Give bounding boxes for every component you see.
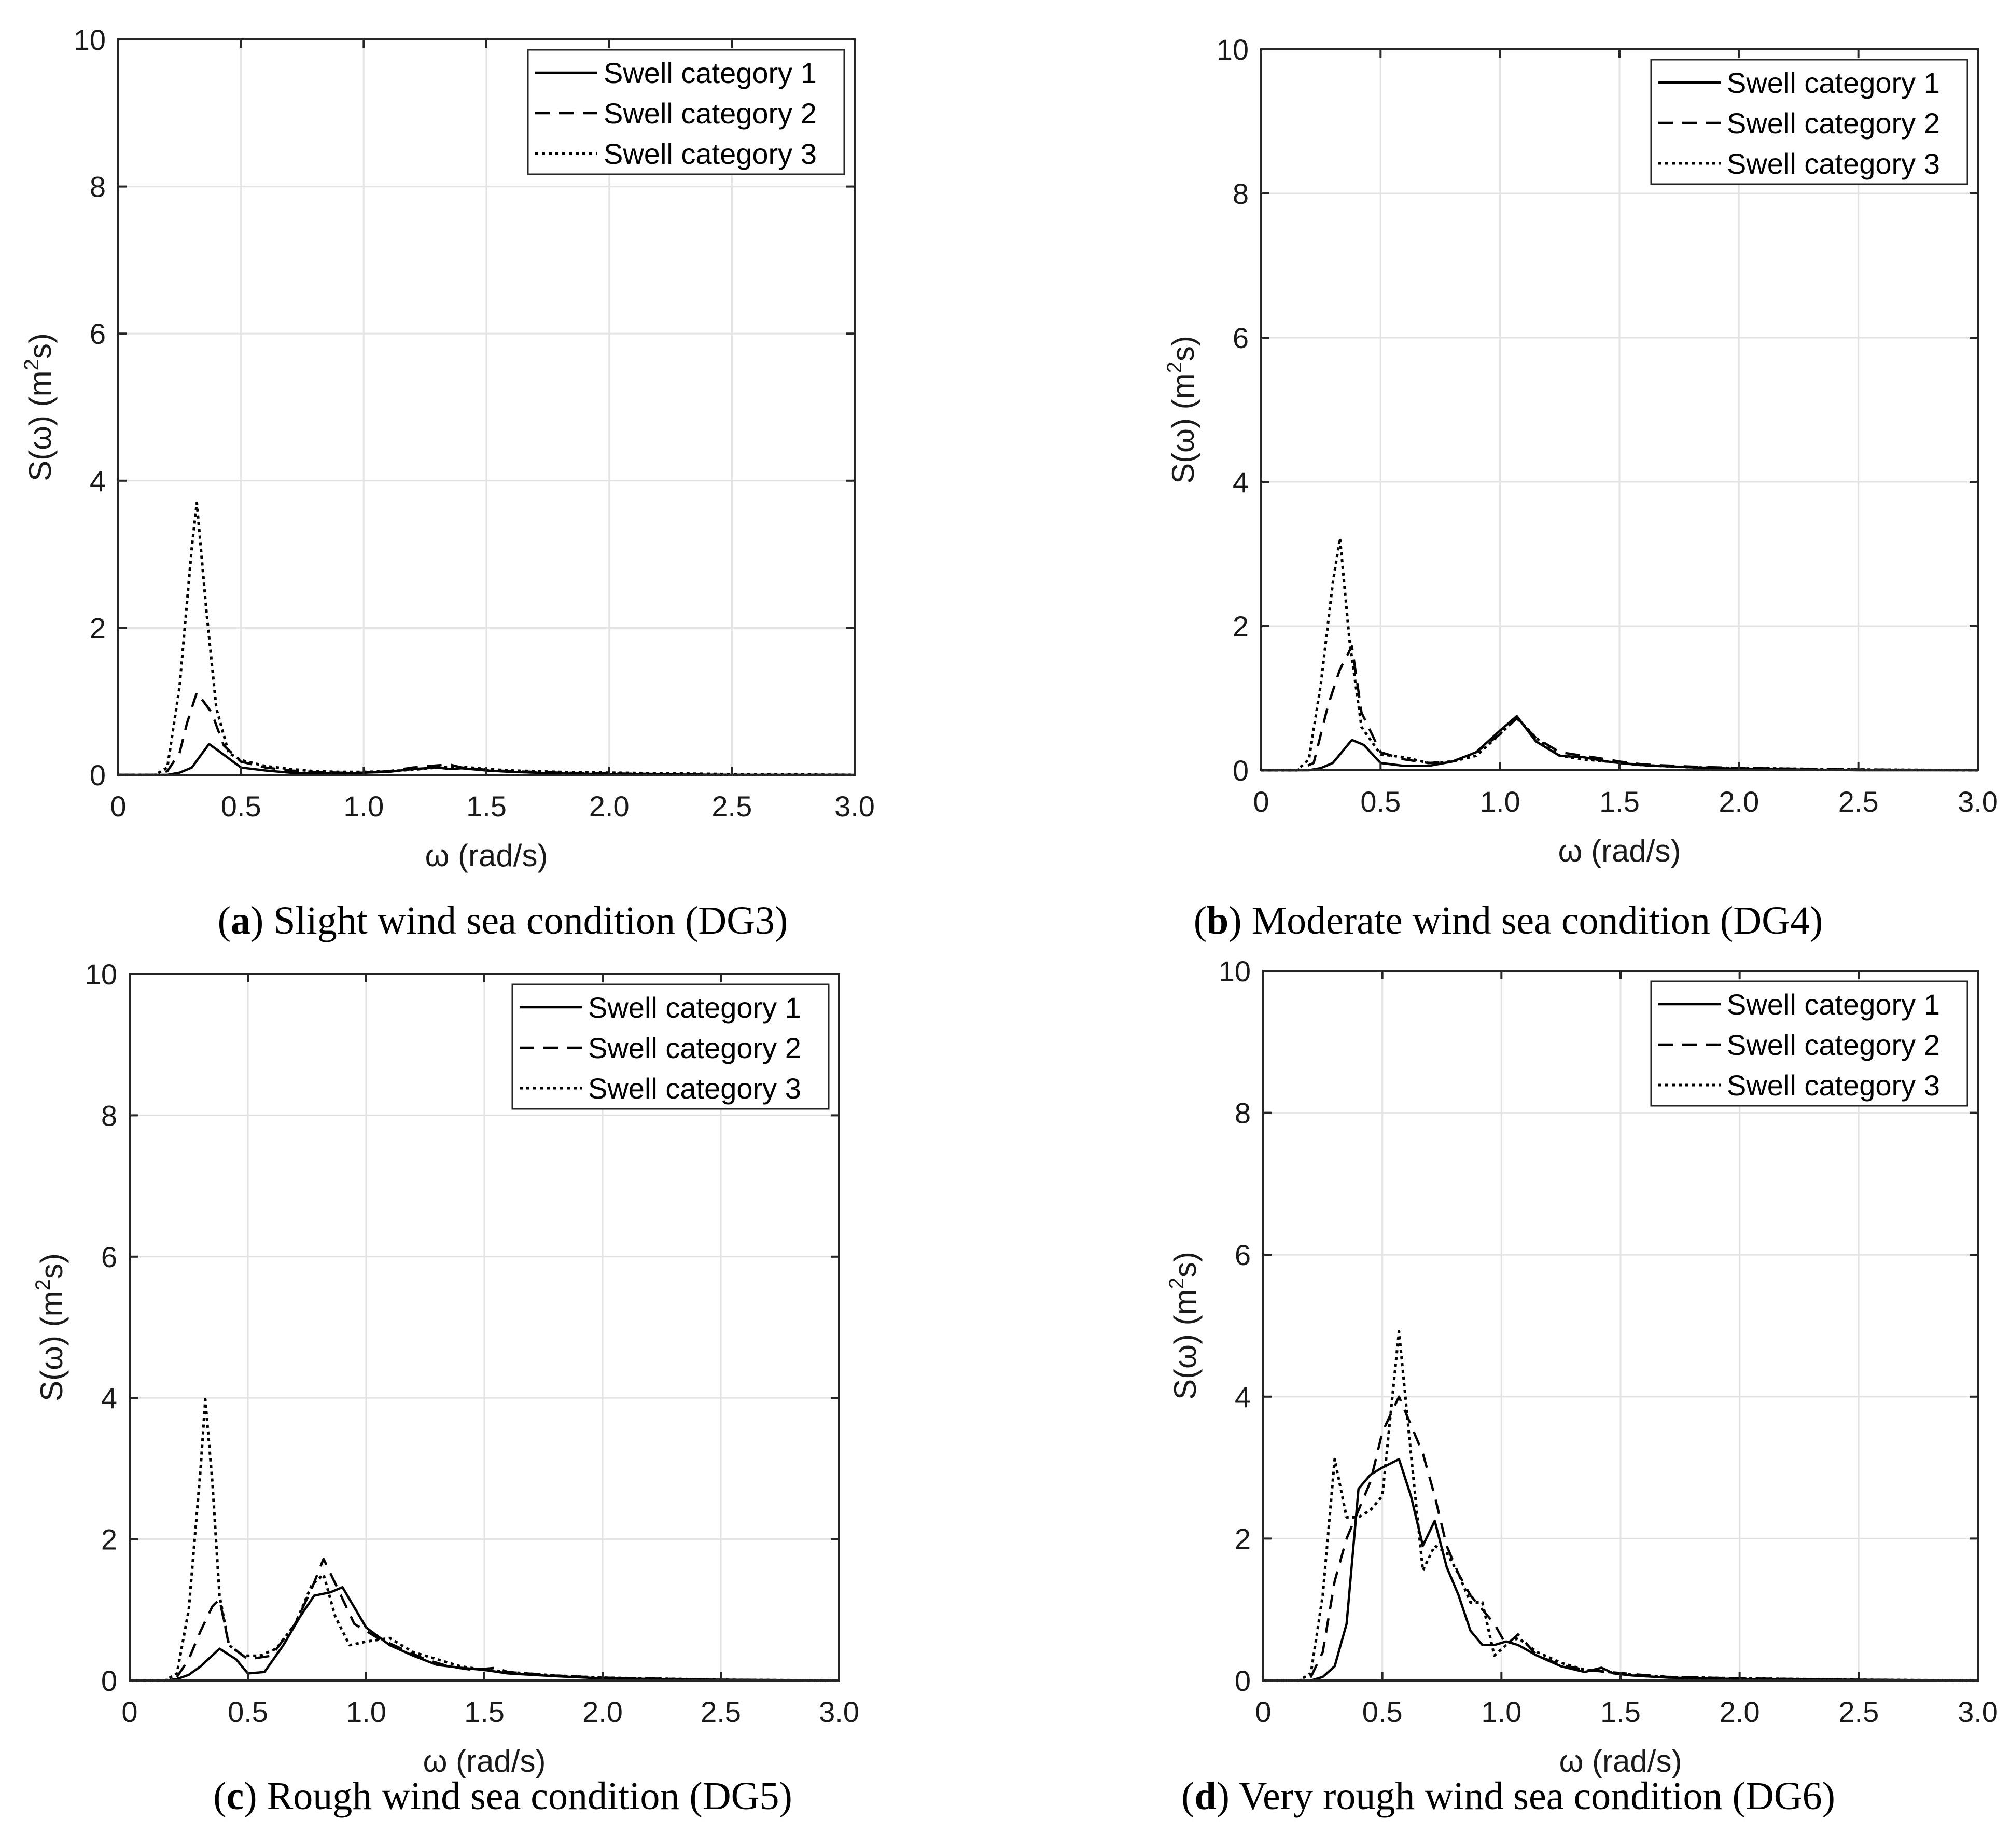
x-axis-label: ω (rad/s) — [1559, 1744, 1682, 1778]
x-tick-label: 2.5 — [1838, 785, 1879, 818]
x-tick-label: 1.0 — [1480, 785, 1520, 818]
x-tick-label: 0.5 — [1360, 785, 1401, 818]
x-tick-label: 1.5 — [466, 790, 507, 823]
x-tick-label: 2.0 — [1719, 785, 1759, 818]
series-line-3 — [1263, 1330, 1978, 1682]
y-tick-label: 8 — [1233, 177, 1249, 210]
panel-caption: (a) Slight wind sea condition (DG3) — [218, 899, 788, 942]
y-tick-label: 6 — [1233, 322, 1249, 354]
legend: Swell category 1 Swell category 2 Swell ca… — [511, 983, 830, 1110]
legend-label-3: Swell category 3 — [1727, 1069, 1940, 1102]
legend-box — [511, 983, 830, 1110]
x-tick-label: 3.0 — [1958, 785, 1998, 818]
x-tick-label: 1.0 — [346, 1696, 386, 1728]
legend-label-2: Swell category 2 — [1727, 107, 1940, 140]
x-tick-label: 2.0 — [589, 790, 630, 823]
chart-panel-b: 0 0.5 1.0 1.5 2.0 2.5 3.0 0 2 4 6 8 10 ω (rad/s) S(ω) … — [1163, 33, 1998, 942]
y-axis-label: S(ω) (m2s) — [1165, 1252, 1203, 1400]
legend-label-1: Swell category 1 — [604, 57, 817, 89]
y-tick-label: 10 — [85, 958, 117, 991]
legend-label-1: Swell category 1 — [1727, 66, 1940, 99]
legend: Swell category 1 Swell category 2 Swell ca… — [1650, 59, 1968, 185]
legend-label-2: Swell category 2 — [604, 97, 817, 130]
series-line-1 — [1261, 715, 1978, 772]
x-tick-label: 1.5 — [1600, 1696, 1641, 1728]
x-tick-label: 2.0 — [1720, 1696, 1760, 1728]
y-tick-label: 0 — [90, 759, 106, 791]
x-tick-label: 0.5 — [228, 1696, 268, 1728]
series-line-2 — [1261, 645, 1978, 772]
y-tick-label: 0 — [1235, 1664, 1251, 1697]
x-tick-label: 3.0 — [834, 790, 875, 823]
x-axis-label: ω (rad/s) — [425, 838, 548, 873]
x-tick-label: 0 — [121, 1696, 137, 1728]
panel-caption: (d) Very rough wind sea condition (DG6) — [1181, 1774, 1835, 1818]
x-tick-label: 0 — [1255, 1696, 1271, 1728]
legend-label-1: Swell category 1 — [588, 991, 801, 1024]
x-tick-label: 0 — [110, 790, 126, 823]
legend-box — [1650, 59, 1968, 185]
y-tick-label: 2 — [1233, 610, 1249, 643]
y-axis-label: S(ω) (m2s) — [20, 333, 58, 481]
panel-caption: (b) Moderate wind sea condition (DG4) — [1194, 899, 1823, 942]
y-tick-label: 4 — [90, 465, 106, 497]
chart-panel-c: 0 0.5 1.0 1.5 2.0 2.5 3.0 0 2 4 6 8 10 ω (rad/s) S(ω) … — [32, 958, 859, 1818]
y-tick-label: 0 — [101, 1664, 117, 1697]
panel-caption: (c) Rough wind sea condition (DG5) — [213, 1774, 792, 1818]
legend-label-3: Swell category 3 — [588, 1072, 801, 1105]
y-axis-label: S(ω) (m2s) — [32, 1253, 69, 1401]
legend-label-2: Swell category 2 — [588, 1032, 801, 1064]
x-axis-label: ω (rad/s) — [423, 1744, 546, 1778]
series-line-3 — [1261, 536, 1978, 772]
y-tick-label: 4 — [101, 1382, 117, 1414]
x-tick-label: 2.5 — [711, 790, 752, 823]
x-tick-label: 3.0 — [819, 1696, 859, 1728]
legend-box — [1650, 980, 1968, 1107]
y-tick-label: 2 — [101, 1523, 117, 1556]
legend-label-1: Swell category 1 — [1727, 988, 1940, 1021]
y-tick-label: 0 — [1233, 754, 1249, 787]
series-line-3 — [130, 1398, 840, 1682]
legend-label-2: Swell category 2 — [1727, 1029, 1940, 1061]
y-tick-label: 10 — [1217, 33, 1249, 66]
x-tick-label: 0.5 — [1362, 1696, 1403, 1728]
y-tick-label: 6 — [90, 317, 106, 350]
legend: Swell category 1 Swell category 2 Swell ca… — [1650, 980, 1968, 1107]
y-tick-label: 6 — [101, 1241, 117, 1273]
y-tick-label: 8 — [101, 1099, 117, 1132]
x-tick-label: 3.0 — [1958, 1696, 1998, 1728]
y-tick-label: 8 — [1235, 1097, 1251, 1130]
y-tick-label: 8 — [90, 171, 106, 203]
chart-panel-a: 0 0.5 1.0 1.5 2.0 2.5 3.0 0 2 4 6 8 10 ω (rad/s) S(ω) … — [20, 23, 875, 942]
x-axis-label: ω (rad/s) — [1558, 833, 1681, 868]
legend: Swell category 1 Swell category 2 Swell ca… — [527, 49, 845, 175]
chart-panel-d: 0 0.5 1.0 1.5 2.0 2.5 3.0 0 2 4 6 8 10 ω (rad/s) S(ω) … — [1165, 955, 1998, 1818]
y-tick-label: 4 — [1235, 1381, 1251, 1413]
x-tick-label: 1.0 — [343, 790, 384, 823]
y-tick-label: 10 — [74, 23, 106, 56]
y-tick-label: 2 — [1235, 1522, 1251, 1555]
x-tick-label: 0 — [1253, 785, 1269, 818]
x-tick-label: 1.5 — [1599, 785, 1640, 818]
y-tick-label: 2 — [90, 612, 106, 644]
x-tick-label: 2.5 — [1838, 1696, 1879, 1728]
legend-label-3: Swell category 3 — [604, 137, 817, 170]
x-tick-label: 2.0 — [582, 1696, 623, 1728]
x-tick-label: 1.0 — [1481, 1696, 1521, 1728]
legend-box — [527, 49, 845, 175]
y-axis-label: S(ω) (m2s) — [1163, 336, 1200, 484]
x-tick-label: 2.5 — [701, 1696, 741, 1728]
x-tick-label: 0.5 — [221, 790, 261, 823]
legend-label-3: Swell category 3 — [1727, 147, 1940, 180]
y-tick-label: 4 — [1233, 466, 1249, 498]
series-line-1 — [130, 1586, 840, 1682]
x-tick-label: 1.5 — [464, 1696, 505, 1728]
y-tick-label: 6 — [1235, 1239, 1251, 1271]
y-tick-label: 10 — [1219, 955, 1251, 988]
